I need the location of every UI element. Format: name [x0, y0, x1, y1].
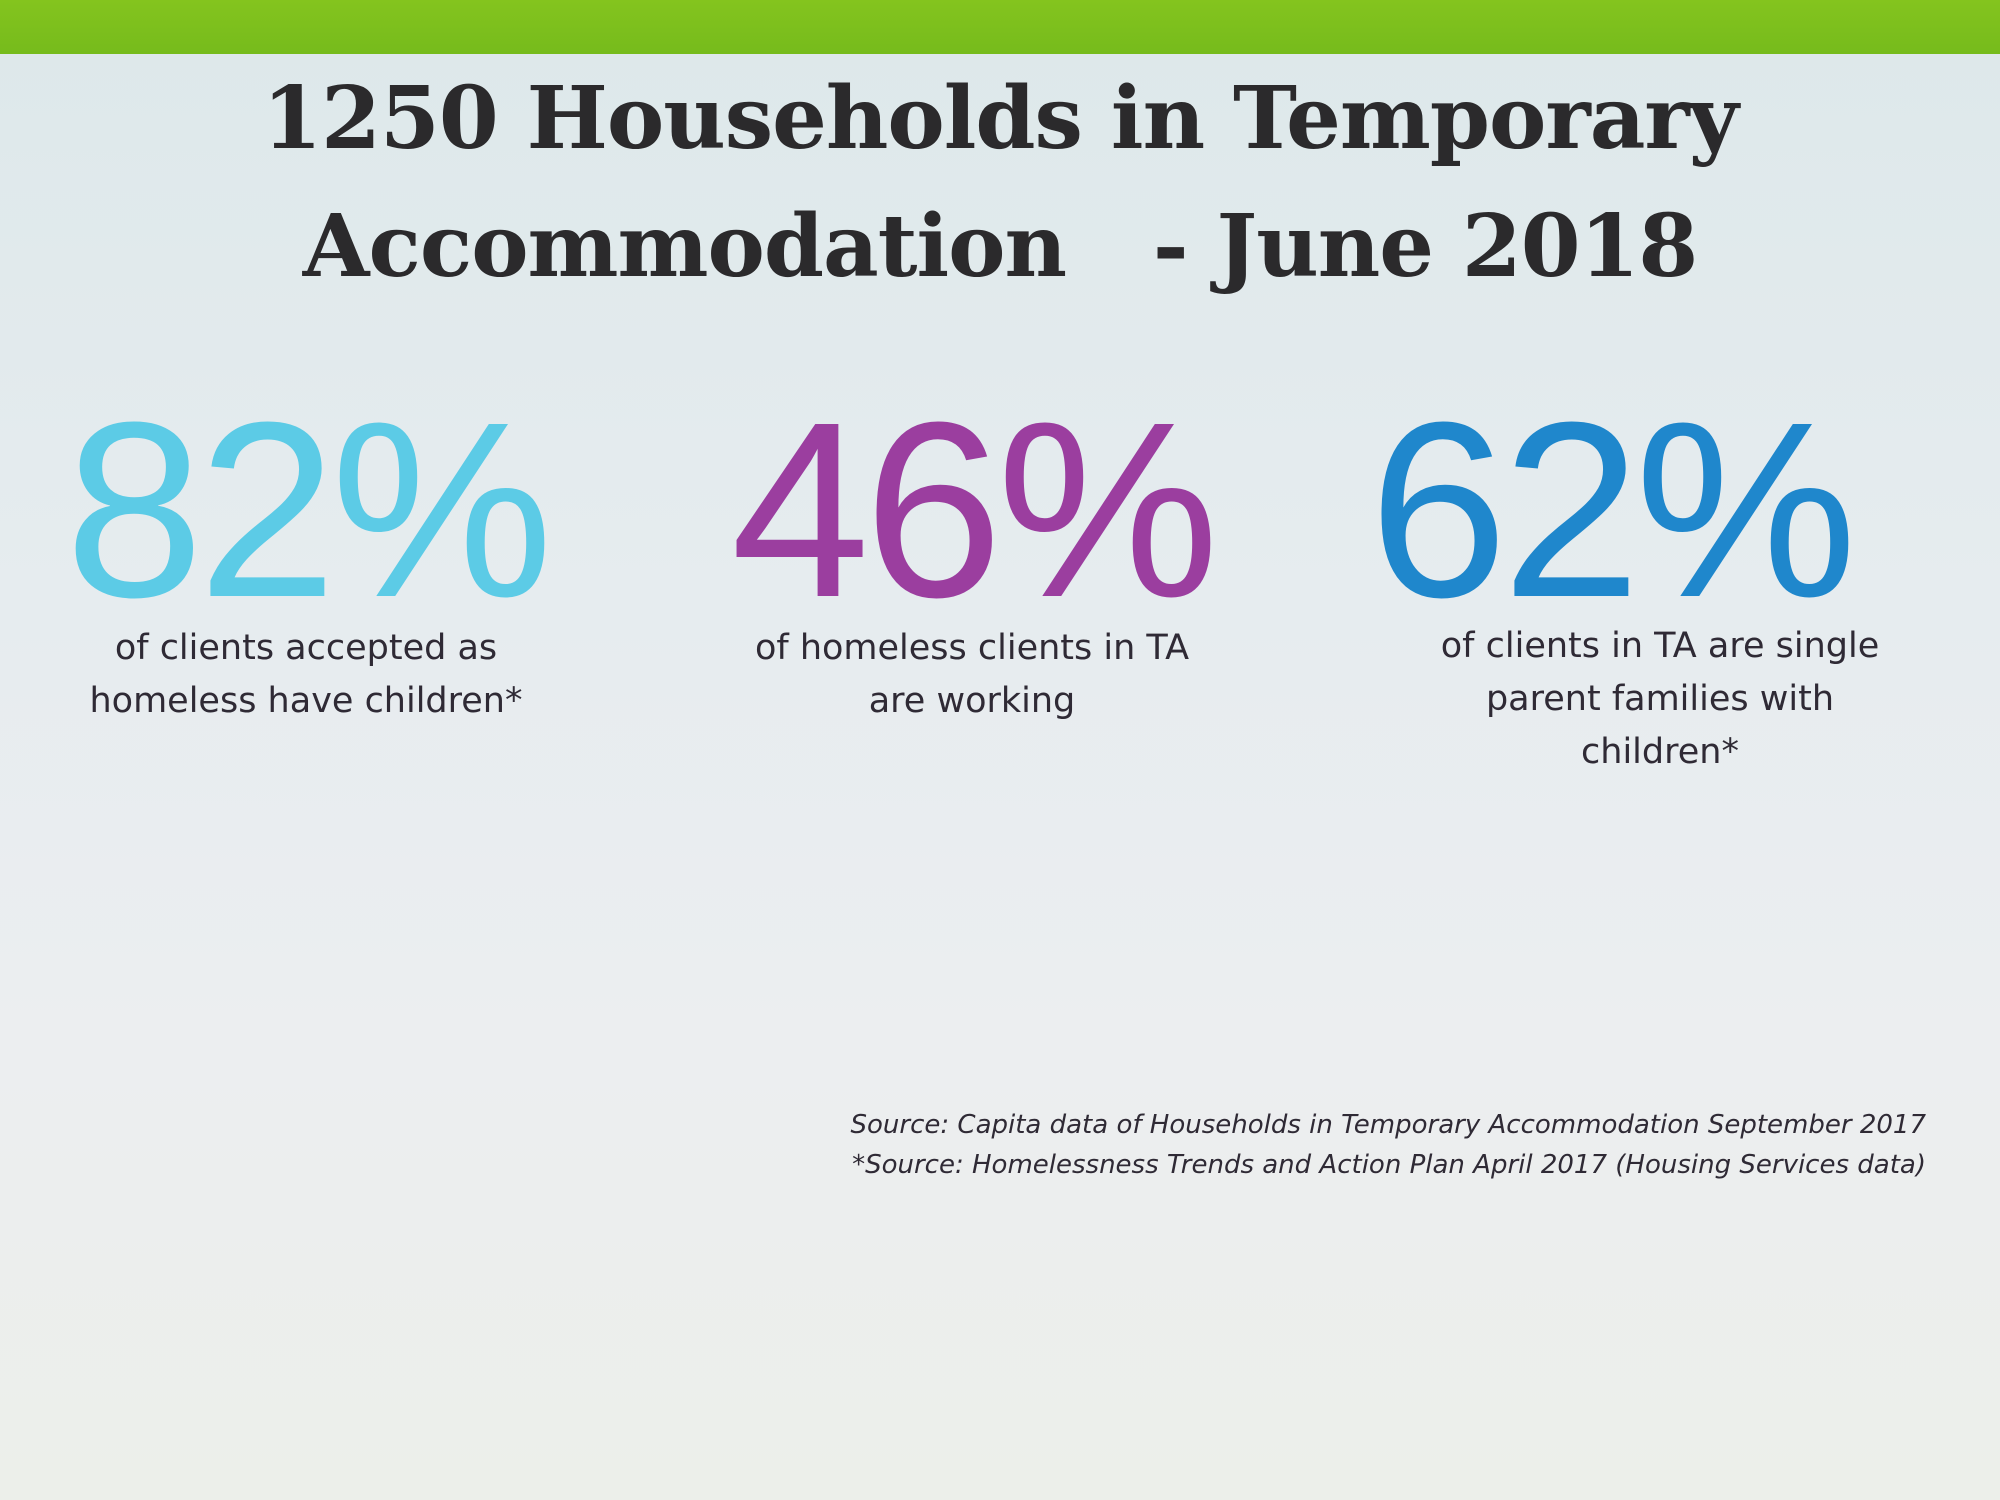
description-line: of clients accepted as	[114, 628, 498, 668]
top-bar	[0, 0, 2000, 54]
description-line: homeless have children*	[89, 681, 523, 721]
stat-figure: 46%	[730, 370, 1219, 649]
description-line: of homeless clients in TA	[754, 628, 1190, 668]
source-note: *Source: Homelessness Trends and Action …	[852, 1150, 1926, 1180]
title-line: 1250 Households in Temporary	[262, 68, 1738, 169]
description-line: children*	[1581, 732, 1739, 772]
stat-description: of clients accepted as homeless have chi…	[0, 622, 656, 728]
stat-description: of clients in TA are single parent famil…	[1310, 620, 2000, 779]
source-note: Source: Capita data of Households in Tem…	[850, 1110, 1926, 1140]
description-line: are working	[868, 681, 1076, 721]
description-line: parent families with	[1485, 679, 1835, 719]
stat-figure: 82%	[64, 370, 553, 649]
title-line: Accommodation - June 2018	[302, 196, 1699, 297]
stat-figure: 62%	[1368, 370, 1857, 649]
description-line: of clients in TA are single	[1440, 626, 1880, 666]
stat-description: of homeless clients in TA are working	[622, 622, 1322, 728]
